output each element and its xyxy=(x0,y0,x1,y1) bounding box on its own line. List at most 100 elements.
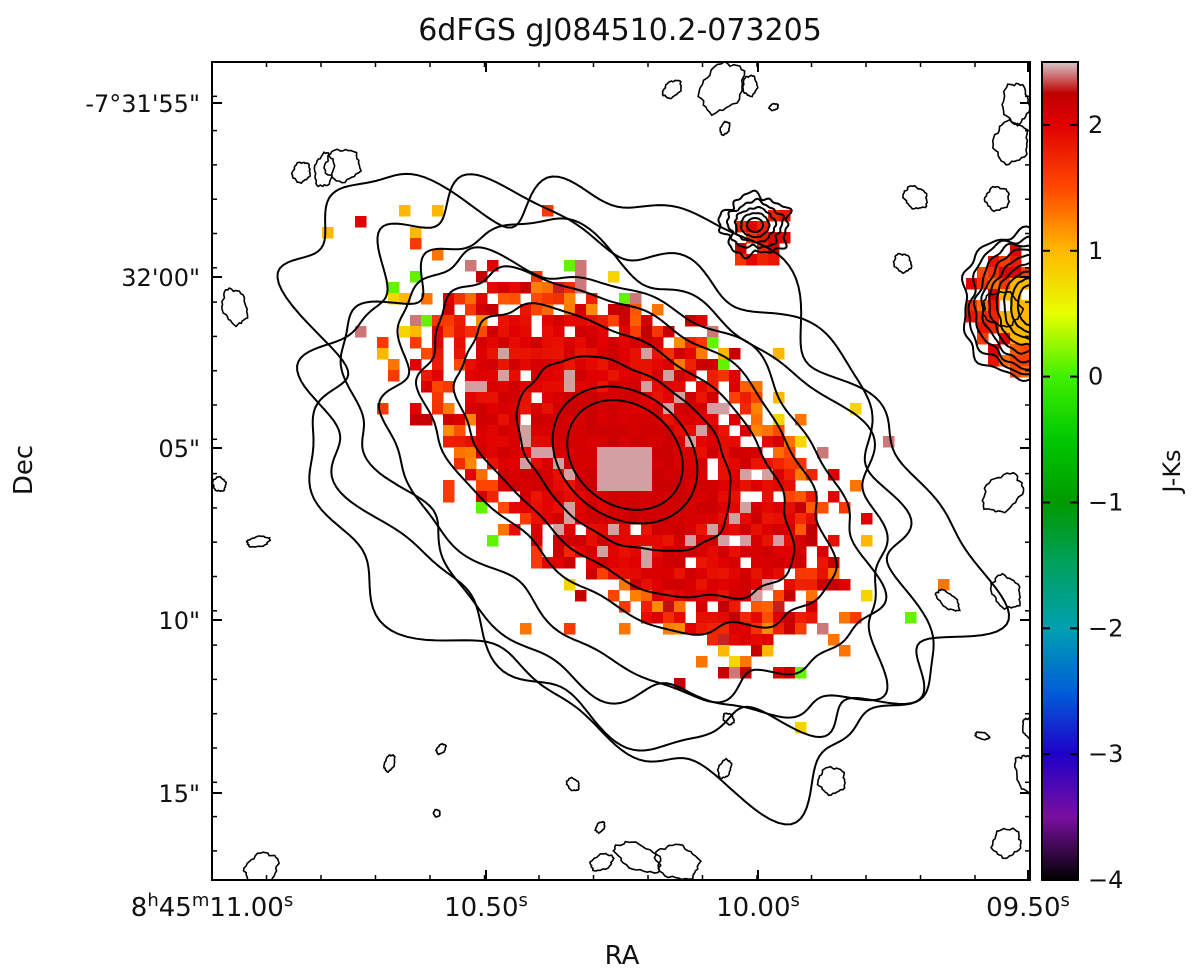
color-pixel xyxy=(751,546,763,558)
color-pixel xyxy=(718,469,730,481)
color-pixel xyxy=(619,546,631,558)
color-pixel xyxy=(487,535,499,547)
color-pixel xyxy=(674,678,686,690)
color-pixel xyxy=(575,480,587,492)
color-pixel xyxy=(817,623,829,635)
color-pixel xyxy=(663,524,675,536)
color-pixel xyxy=(608,348,620,360)
contour-line xyxy=(722,712,736,726)
color-pixel xyxy=(652,513,664,525)
contour-line xyxy=(378,246,888,704)
color-pixel xyxy=(443,414,455,426)
color-pixel xyxy=(465,469,477,481)
chart-title: 6dFGS gJ084510.2-073205 xyxy=(418,13,822,48)
color-pixel xyxy=(768,232,780,244)
color-pixel xyxy=(718,623,730,635)
color-pixel xyxy=(718,535,730,547)
color-pixel xyxy=(564,381,576,393)
color-pixel xyxy=(575,381,587,393)
color-pixel xyxy=(674,590,686,602)
color-pixel xyxy=(487,282,499,294)
color-pixel xyxy=(597,436,609,448)
color-pixel xyxy=(641,381,653,393)
color-pixel xyxy=(476,326,488,338)
color-pixel xyxy=(795,557,807,569)
color-pixel xyxy=(773,557,785,569)
color-pixel xyxy=(542,326,554,338)
color-pixel xyxy=(746,232,758,244)
contours xyxy=(212,62,1030,880)
contour-line xyxy=(973,731,991,741)
color-pixel xyxy=(465,458,477,470)
color-pixel xyxy=(696,579,708,591)
color-pixel xyxy=(443,491,455,503)
color-pixel xyxy=(520,469,532,481)
color-pixel xyxy=(1021,278,1030,290)
color-pixel xyxy=(806,601,818,613)
color-pixel xyxy=(586,568,598,580)
color-pixel xyxy=(663,326,675,338)
color-pixel xyxy=(509,524,521,536)
color-pixel xyxy=(597,546,609,558)
color-pixel xyxy=(586,480,598,492)
contour-line xyxy=(972,242,1030,371)
color-pixel xyxy=(1021,311,1030,323)
color-pixel xyxy=(762,436,774,448)
color-pixel xyxy=(718,601,730,613)
color-pixel xyxy=(828,535,840,547)
color-pixel xyxy=(509,293,521,305)
color-pixel xyxy=(465,370,477,382)
color-pixel xyxy=(619,513,631,525)
color-pixel xyxy=(597,326,609,338)
color-pixel xyxy=(531,502,543,514)
color-pixel xyxy=(740,579,752,591)
color-pixel xyxy=(652,535,664,547)
color-pixel xyxy=(768,210,780,222)
color-pixel xyxy=(696,315,708,327)
color-pixel xyxy=(586,403,598,415)
color-pixel xyxy=(652,326,664,338)
color-pixel xyxy=(542,403,554,415)
color-pixel xyxy=(652,337,664,349)
color-pixel xyxy=(740,546,752,558)
color-pixel xyxy=(608,304,620,316)
color-pixel xyxy=(674,436,686,448)
color-pixel xyxy=(520,491,532,503)
color-pixel xyxy=(674,568,686,580)
color-pixel xyxy=(531,557,543,569)
color-pixel xyxy=(597,447,609,459)
color-pixel xyxy=(674,557,686,569)
colorbar-tick-label: −3 xyxy=(1088,740,1123,768)
color-pixel xyxy=(751,425,763,437)
color-pixel xyxy=(487,326,499,338)
color-pixel xyxy=(487,370,499,382)
color-pixel xyxy=(542,293,554,305)
color-pixel xyxy=(861,513,873,525)
color-pixel xyxy=(784,436,796,448)
color-pixel xyxy=(674,458,686,470)
color-pixel xyxy=(531,403,543,415)
color-pixel xyxy=(652,436,664,448)
color-pixel xyxy=(718,458,730,470)
color-pixel xyxy=(509,414,521,426)
color-pixel xyxy=(432,337,444,349)
color-pixel xyxy=(575,502,587,514)
color-pixel xyxy=(938,579,950,591)
color-pixel xyxy=(630,469,642,481)
color-pixel xyxy=(509,469,521,481)
color-pixel xyxy=(454,425,466,437)
color-pixel xyxy=(795,502,807,514)
color-pixel xyxy=(575,304,587,316)
color-pixel xyxy=(696,348,708,360)
color-pixel xyxy=(399,293,411,305)
color-pixel xyxy=(421,414,433,426)
color-pixel xyxy=(608,337,620,349)
color-pixel xyxy=(487,260,499,272)
color-pixel xyxy=(795,491,807,503)
color-pixel xyxy=(630,392,642,404)
color-pixel xyxy=(1010,322,1022,334)
color-pixel xyxy=(498,458,510,470)
color-pixel xyxy=(735,243,747,255)
color-pixel xyxy=(795,513,807,525)
color-pixel xyxy=(498,414,510,426)
